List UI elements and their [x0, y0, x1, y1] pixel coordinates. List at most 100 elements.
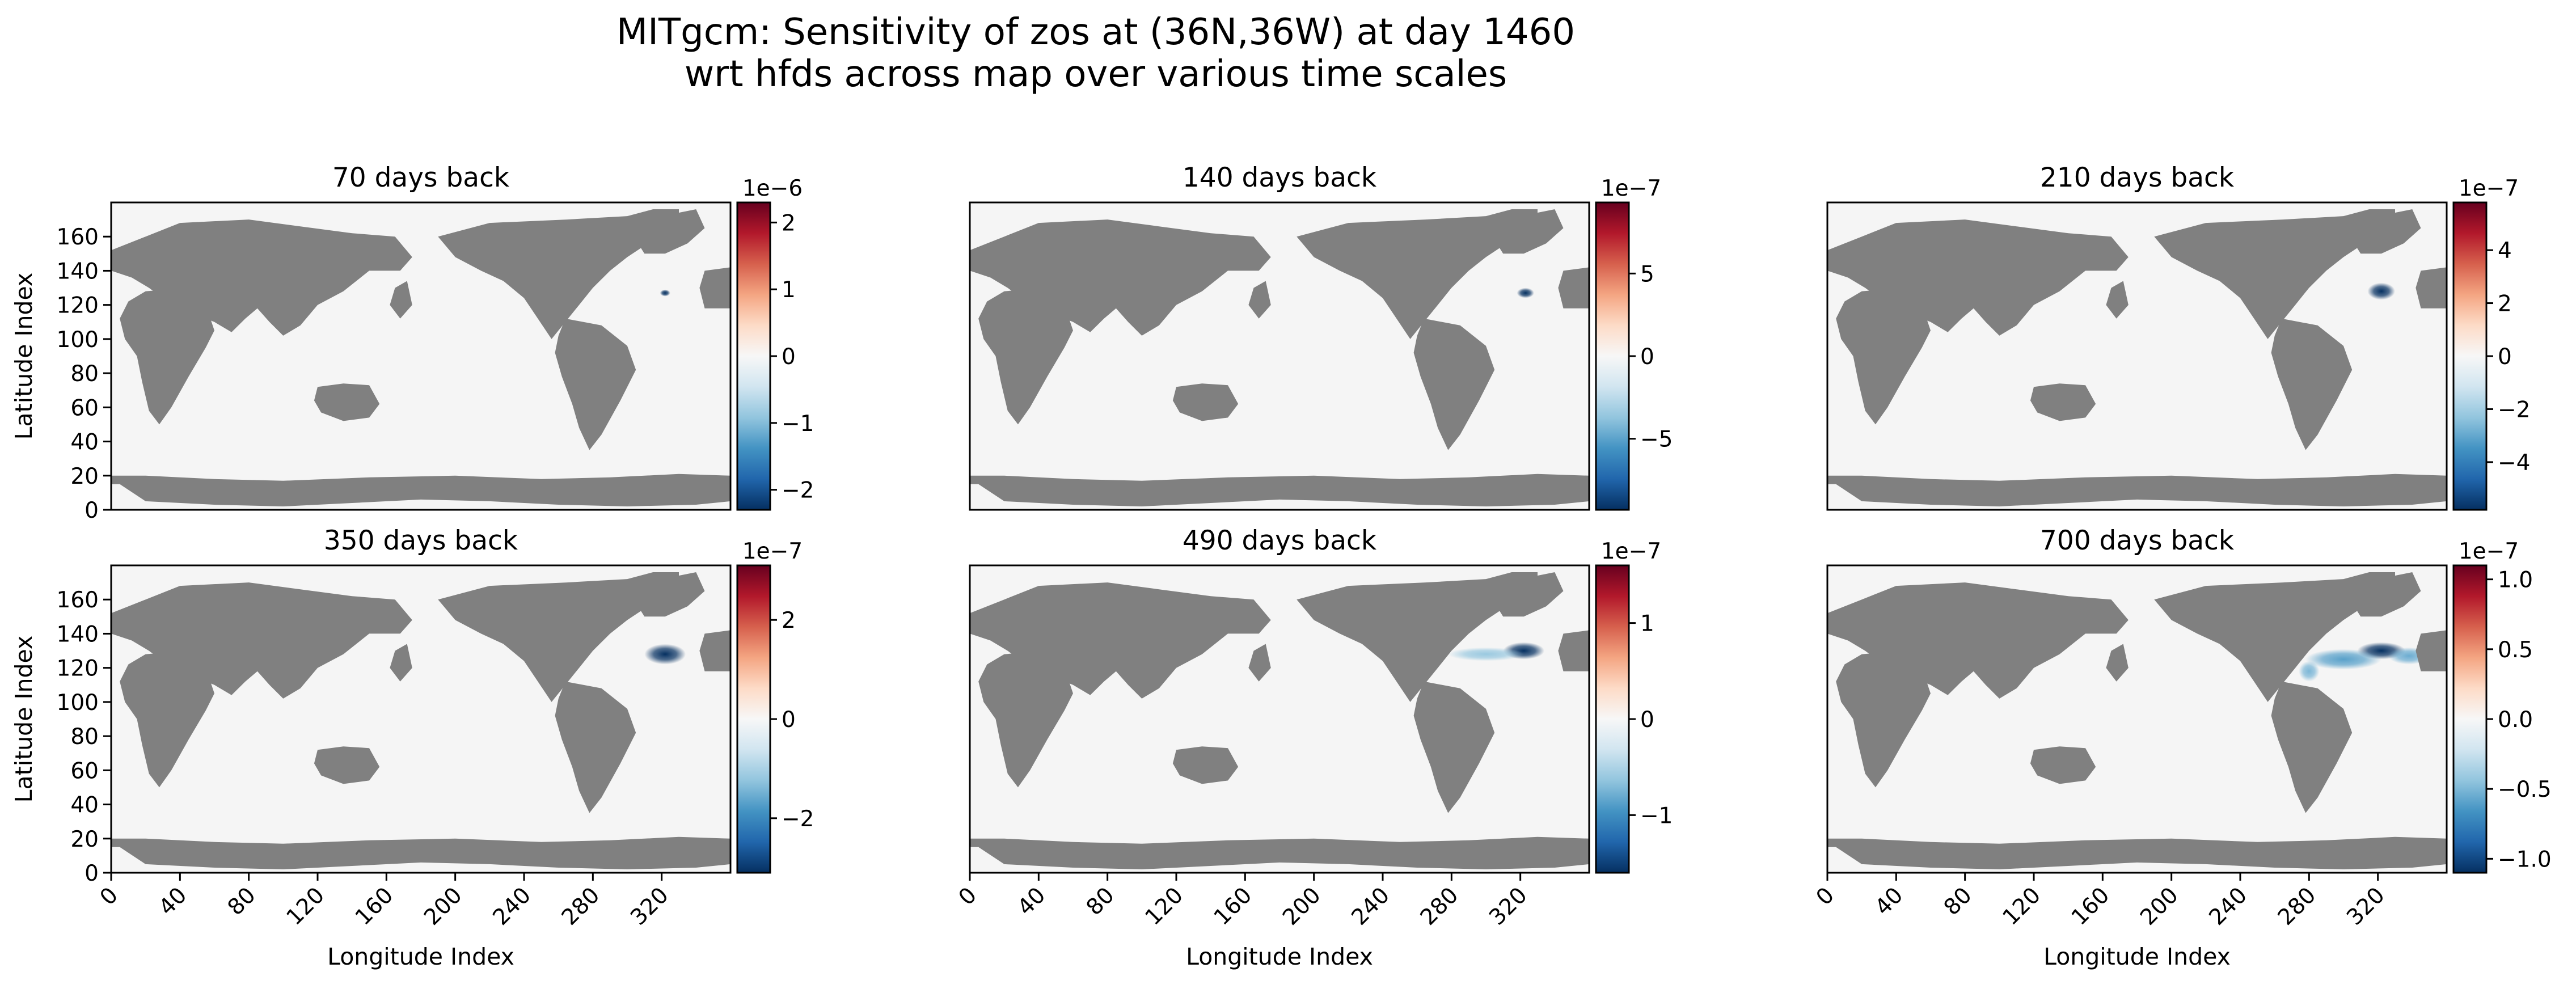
- y-tick-label: 160: [57, 225, 99, 250]
- colorbar-tick-label: 0: [2498, 344, 2512, 370]
- land-mass: [438, 209, 679, 339]
- axes-frame: [1826, 201, 2448, 511]
- colorbar-tick-label: −1: [782, 411, 814, 437]
- land-mass: [1558, 630, 1589, 671]
- panel-6: 700 days back 0 40 80 120 160 200 240 280 320 Long…: [1811, 525, 2552, 970]
- colorbar-tick-label: 4: [2498, 238, 2512, 264]
- colorbar-tick-label: 0.0: [2498, 707, 2533, 733]
- land-mass: [1172, 383, 1239, 421]
- colorbar-tick-label: 0: [1640, 344, 1654, 370]
- figure-subtitle: wrt hfds across map over various time sc…: [685, 53, 1507, 95]
- panel-title: 70 days back: [332, 162, 510, 193]
- colorbar: [1596, 202, 1629, 510]
- y-tick-label: 120: [57, 293, 99, 319]
- y-tick-label: 60: [70, 395, 99, 421]
- x-tick-label: 240: [1347, 882, 1395, 930]
- x-tick-label: 240: [488, 882, 536, 930]
- land-mass: [390, 644, 412, 682]
- colorbar: [2453, 202, 2486, 510]
- land-mass: [978, 650, 1073, 788]
- land-mass: [970, 474, 1589, 506]
- land-mass: [1486, 572, 1564, 617]
- y-tick-label: 140: [57, 259, 99, 284]
- x-tick-label: 280: [1416, 882, 1463, 930]
- x-tick-label: 120: [1141, 882, 1188, 930]
- colorbar-tick-label: 0: [782, 707, 796, 733]
- x-tick-label: 320: [626, 882, 673, 930]
- colorbar-tick-label: 1.0: [2498, 568, 2533, 593]
- x-tick-label: 160: [2067, 882, 2114, 930]
- x-tick-label: 80: [223, 882, 261, 920]
- land-mass: [1486, 209, 1564, 254]
- axes-frame: [969, 564, 1590, 874]
- land-mass: [111, 836, 730, 869]
- land-mass: [2343, 572, 2421, 617]
- sensitivity-blob: [2299, 661, 2320, 682]
- sensitivity-blob: [2367, 282, 2395, 300]
- colorbar-tick-label: −1: [1640, 803, 1673, 829]
- land-mass: [111, 474, 730, 506]
- colorbar-exponent: 1e−7: [2459, 176, 2519, 201]
- x-tick-label: 0: [954, 882, 982, 910]
- land-mass: [555, 681, 636, 813]
- x-tick-label: 320: [1484, 882, 1532, 930]
- colorbar-tick-label: 0: [1640, 707, 1654, 733]
- panel-1: 70 days back020406080100120140160Latitud…: [10, 162, 814, 523]
- axes-frame: [1826, 564, 2448, 874]
- land-mass: [2343, 209, 2421, 254]
- land-mass: [314, 383, 380, 421]
- x-tick-label: 40: [154, 882, 192, 920]
- land-mass: [2154, 209, 2395, 339]
- sensitivity-blob: [1517, 288, 1534, 298]
- x-tick-label: 160: [1209, 882, 1257, 930]
- colorbar: [1596, 565, 1629, 873]
- panel-title: 490 days back: [1183, 525, 1377, 556]
- x-tick-label: 80: [1082, 882, 1120, 920]
- colorbar-tick-label: −0.5: [2498, 777, 2552, 802]
- sensitivity-blob: [1448, 647, 1524, 661]
- land-mass: [1248, 644, 1271, 682]
- x-tick-label: 40: [1870, 882, 1908, 920]
- y-tick-label: 40: [70, 793, 99, 818]
- x-tick-label: 120: [282, 882, 330, 930]
- y-tick-label: 140: [57, 622, 99, 647]
- x-tick-label: 40: [1012, 882, 1050, 920]
- land-mass: [1827, 836, 2447, 869]
- colorbar-tick-label: 5: [1640, 261, 1654, 287]
- land-mass: [970, 836, 1589, 869]
- axes-frame: [969, 201, 1590, 511]
- y-tick-label: 100: [57, 690, 99, 716]
- land-mass: [1297, 209, 1538, 339]
- panel-2: 140 days back −5 0 5 1e−7: [969, 162, 1673, 511]
- panel-5: 490 days back 0 40 80 120 160 200 240 280 320 Long…: [954, 525, 1673, 970]
- x-tick-label: 120: [1998, 882, 2046, 930]
- colorbar-tick-label: −5: [1640, 427, 1673, 453]
- x-tick-label: 200: [1278, 882, 1325, 930]
- x-axis-label: Longitude Index: [2043, 943, 2231, 970]
- panels-grid: 70 days back020406080100120140160Latitud…: [10, 162, 2552, 970]
- land-mass: [2415, 630, 2447, 671]
- colorbar-exponent: 1e−7: [2459, 539, 2519, 564]
- land-mass: [120, 650, 214, 788]
- colorbar-tick-label: 2: [2498, 291, 2512, 317]
- y-tick-label: 120: [57, 656, 99, 682]
- y-tick-label: 20: [70, 827, 99, 852]
- land-mass: [1836, 288, 1931, 425]
- x-tick-label: 280: [557, 882, 605, 930]
- land-mass: [1413, 681, 1495, 813]
- y-tick-label: 0: [85, 498, 99, 523]
- land-mass: [2106, 644, 2129, 682]
- land-mass: [1558, 267, 1589, 308]
- colorbar: [2453, 565, 2486, 873]
- colorbar-exponent: 1e−6: [742, 176, 803, 201]
- figure-title: MITgcm: Sensitivity of zos at (36N,36W) …: [616, 11, 1575, 53]
- land-mass: [699, 267, 730, 308]
- land-mass: [1248, 281, 1271, 319]
- land-mass: [1827, 474, 2447, 506]
- land-mass: [627, 572, 705, 617]
- colorbar-tick-label: −4: [2498, 450, 2531, 476]
- sensitivity-blob: [644, 644, 686, 665]
- colorbar-tick-label: 0.5: [2498, 637, 2533, 663]
- x-tick-label: 320: [2342, 882, 2389, 930]
